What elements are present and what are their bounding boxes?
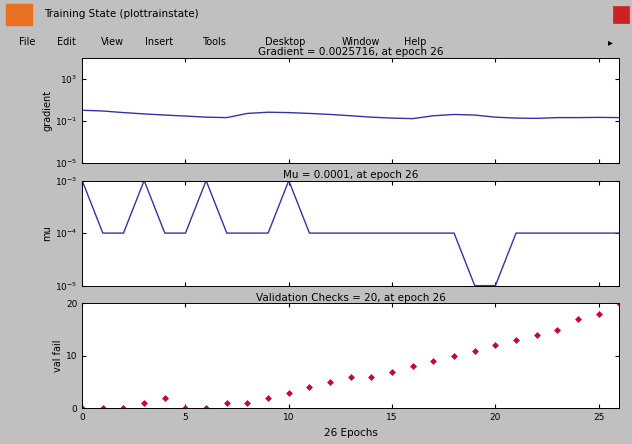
Text: Window: Window [341,37,380,48]
Text: File: File [19,37,35,48]
Bar [613,6,629,23]
Text: Help: Help [404,37,427,48]
Y-axis label: mu: mu [42,225,52,241]
Text: View: View [101,37,125,48]
Bar [6,4,32,24]
Text: Tools: Tools [202,37,226,48]
Y-axis label: val fail: val fail [53,340,63,372]
Text: Desktop: Desktop [265,37,306,48]
Text: Training State (plottrainstate): Training State (plottrainstate) [44,9,199,20]
Y-axis label: gradient: gradient [42,90,52,131]
Bar [594,6,610,23]
X-axis label: 26 Epochs: 26 Epochs [324,428,378,438]
Title: Gradient = 0.0025716, at epoch 26: Gradient = 0.0025716, at epoch 26 [258,47,444,57]
Bar [575,6,591,23]
Title: Mu = 0.0001, at epoch 26: Mu = 0.0001, at epoch 26 [283,170,418,180]
Text: ▸: ▸ [608,37,613,48]
Text: Insert: Insert [145,37,174,48]
Text: Edit: Edit [57,37,76,48]
Bar [556,6,572,23]
Title: Validation Checks = 20, at epoch 26: Validation Checks = 20, at epoch 26 [256,293,446,303]
